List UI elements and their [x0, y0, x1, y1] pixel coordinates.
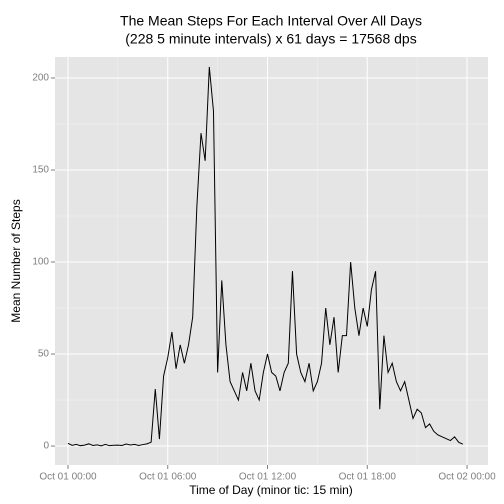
- y-tick-label: 0: [43, 441, 49, 452]
- x-tick-label: Oct 02 00:00: [438, 472, 496, 483]
- y-tick-label: 100: [32, 257, 49, 268]
- x-tick-label: Oct 01 12:00: [239, 472, 297, 483]
- x-tick-label: Oct 01 00:00: [39, 472, 97, 483]
- y-tick-label: 150: [32, 165, 49, 176]
- x-tick-label: Oct 01 18:00: [339, 472, 397, 483]
- data-line: [67, 66, 464, 447]
- y-tick-label: 50: [38, 349, 50, 360]
- x-tick-label: Oct 01 06:00: [139, 472, 197, 483]
- chart-title: The Mean Steps For Each Interval Over Al…: [120, 13, 422, 29]
- chart-subtitle: (228 5 minute intervals) x 61 days = 175…: [125, 31, 416, 47]
- x-axis-label: Time of Day (minor tic: 15 min): [189, 483, 353, 497]
- plot-panel: [55, 57, 488, 465]
- y-tick-label: 200: [32, 73, 49, 84]
- y-axis-label: Mean Number of Steps: [9, 199, 23, 322]
